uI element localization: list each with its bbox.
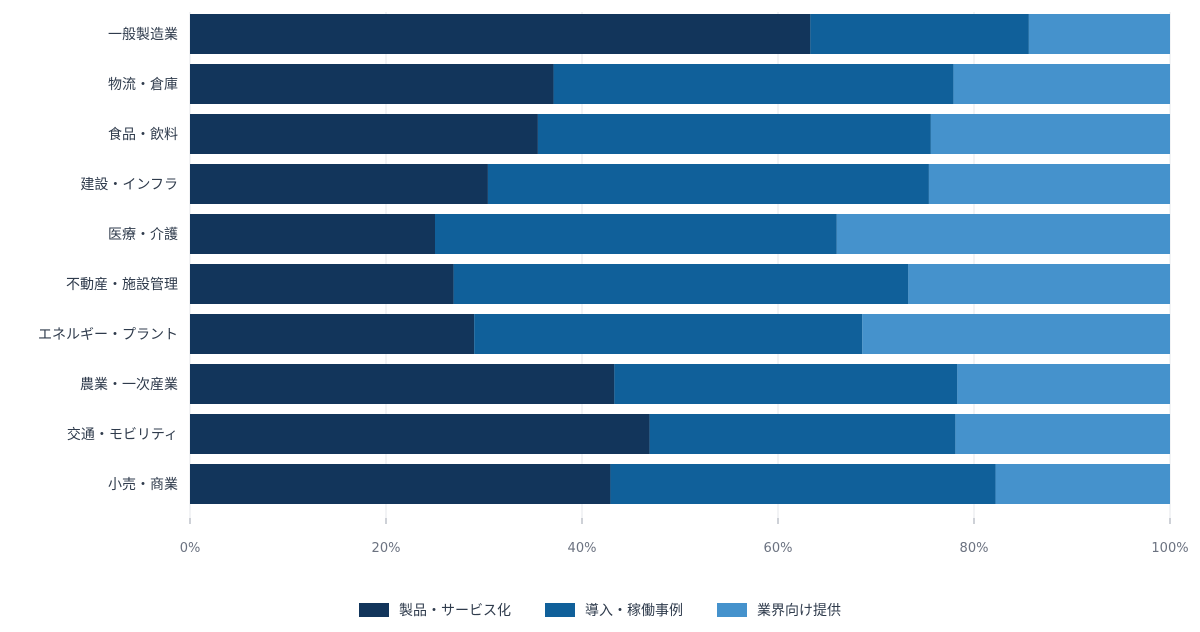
bar-segment[interactable] (190, 114, 538, 154)
bar-segment[interactable] (190, 264, 454, 304)
bar-segment[interactable] (435, 214, 837, 254)
bar-segment[interactable] (553, 64, 954, 104)
bar-segment[interactable] (190, 64, 554, 104)
legend-swatch (717, 603, 747, 617)
x-tick-label: 60% (764, 541, 793, 556)
category-label: 農業・一次産業 (80, 377, 178, 393)
bar-segment[interactable] (953, 64, 1170, 104)
x-tick-label: 20% (372, 541, 401, 556)
legend: 製品・サービス化 導入・稼働事例 業界向け提供 (0, 600, 1200, 620)
bar-segment[interactable] (957, 364, 1170, 404)
bar-segment[interactable] (190, 314, 475, 354)
category-label: 一般製造業 (108, 27, 178, 43)
bar-segment[interactable] (190, 414, 650, 454)
bar-segment[interactable] (190, 164, 488, 204)
bar-segment[interactable] (474, 314, 863, 354)
legend-label: 業界向け提供 (757, 603, 841, 619)
category-label: 建設・インフラ (80, 177, 178, 193)
bar-segment[interactable] (836, 214, 1170, 254)
bar-segment[interactable] (649, 414, 956, 454)
bar-segment[interactable] (810, 14, 1029, 54)
bar-segment[interactable] (190, 14, 811, 54)
x-tick-label: 0% (180, 541, 201, 556)
bar-segment[interactable] (862, 314, 1170, 354)
bars (190, 14, 1170, 504)
legend-label: 製品・サービス化 (399, 603, 511, 619)
legend-swatch (545, 603, 575, 617)
legend-label: 導入・稼働事例 (585, 603, 683, 619)
x-tick-label: 40% (568, 541, 597, 556)
bar-segment[interactable] (610, 464, 996, 504)
bar-segment[interactable] (928, 164, 1170, 204)
bar-segment[interactable] (955, 414, 1170, 454)
legend-item[interactable]: 導入・稼働事例 (545, 600, 683, 620)
bar-segment[interactable] (190, 214, 435, 254)
bar-segment[interactable] (453, 264, 909, 304)
bar-segment[interactable] (930, 114, 1170, 154)
bar-segment[interactable] (537, 114, 931, 154)
legend-item[interactable]: 業界向け提供 (717, 600, 841, 620)
x-tick-label: 100% (1151, 541, 1188, 556)
category-label: 食品・飲料 (108, 126, 178, 143)
x-axis-ticks: 0% 20% 40% 60% 80% 100% (180, 541, 1189, 556)
category-label: 交通・モビリティ (67, 426, 178, 443)
bar-segment[interactable] (487, 164, 929, 204)
bar-segment[interactable] (190, 364, 615, 404)
category-label: エネルギー・プラント (38, 327, 178, 343)
category-label: 小売・商業 (108, 477, 178, 493)
category-labels: 一般製造業物流・倉庫食品・飲料建設・インフラ医療・介護不動産・施設管理エネルギー… (38, 27, 178, 493)
bar-segment[interactable] (190, 464, 611, 504)
bar-segment[interactable] (995, 464, 1170, 504)
bar-segment[interactable] (908, 264, 1170, 304)
category-label: 物流・倉庫 (108, 76, 178, 93)
category-label: 医療・介護 (108, 226, 178, 243)
bar-segment[interactable] (614, 364, 958, 404)
category-label: 不動産・施設管理 (66, 277, 178, 293)
bar-segment[interactable] (1028, 14, 1170, 54)
legend-swatch (359, 603, 389, 617)
x-tick-label: 80% (960, 541, 989, 556)
legend-item[interactable]: 製品・サービス化 (359, 600, 511, 620)
